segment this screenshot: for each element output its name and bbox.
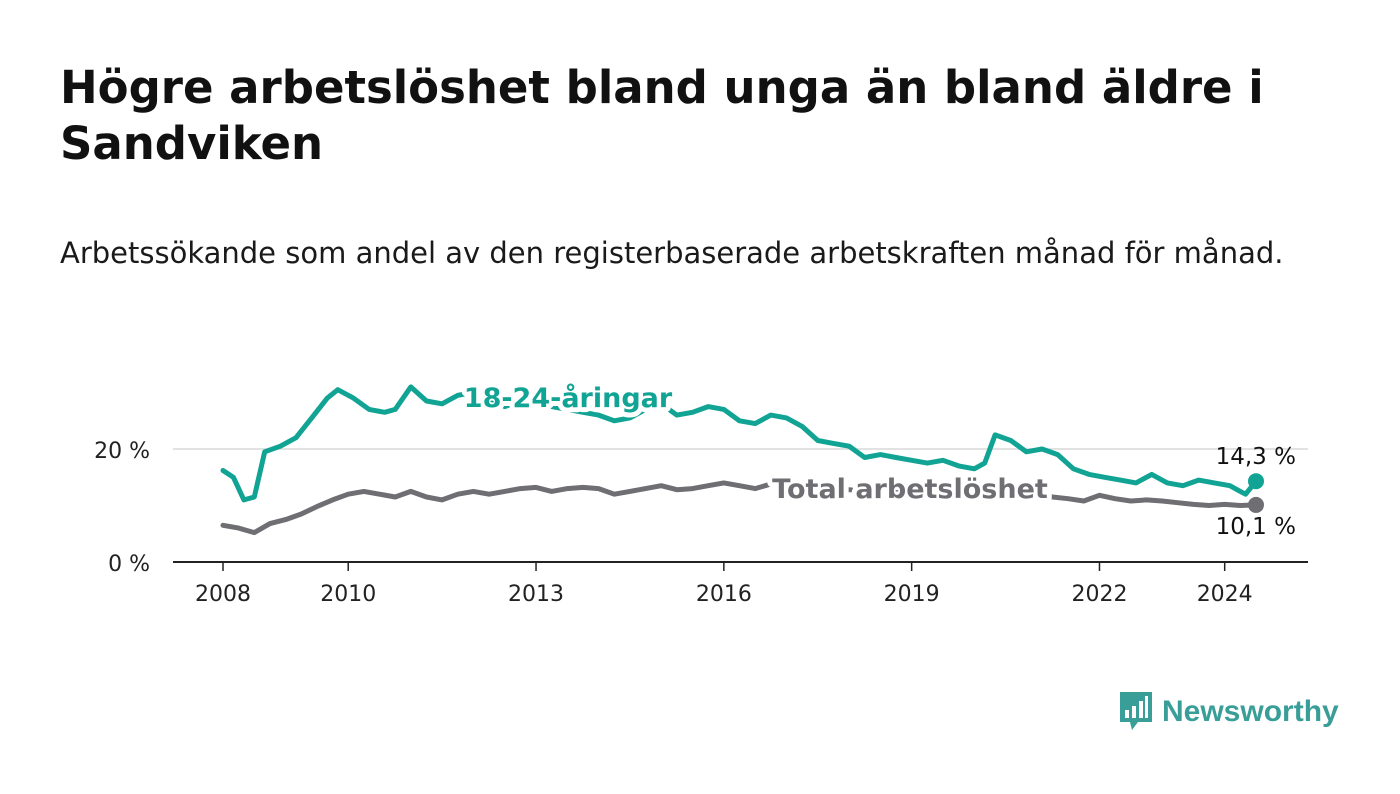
newsworthy-logo-icon <box>1120 692 1152 730</box>
series-name-label: Total arbetslöshet <box>772 474 1048 505</box>
series-name-label: 18-24-åringar <box>464 382 673 414</box>
series-name-halo: Total arbetslöshet <box>772 474 1048 505</box>
x-tick-label: 2013 <box>508 582 564 607</box>
x-tick-label: 2016 <box>696 582 752 607</box>
series-end-value-1: 10,1 % <box>1216 514 1296 540</box>
series-line-1 <box>220 480 1259 536</box>
x-tick-label: 2022 <box>1071 582 1127 607</box>
series-name-halo: 18-24-åringar <box>464 382 673 414</box>
series-end-marker-0 <box>1248 473 1264 490</box>
x-tick-label: 2019 <box>884 582 940 607</box>
y-tick-label: 0 % <box>108 552 150 577</box>
y-tick-label: 20 % <box>94 439 150 464</box>
x-tick-label: 2010 <box>320 582 376 607</box>
series-end-marker-1 <box>1248 496 1264 513</box>
chart-subtitle: Arbetssökande som andel av den registerb… <box>60 236 1284 270</box>
x-tick-label: 2008 <box>195 582 251 607</box>
brand-logo: Newsworthy <box>1118 690 1339 734</box>
series-line-0 <box>220 384 1259 503</box>
chart-title: Högre arbetslöshet bland unga än bland ä… <box>60 61 1264 170</box>
x-tick-label: 2024 <box>1197 582 1253 607</box>
series-end-value-0: 14,3 % <box>1216 444 1296 470</box>
brand-name: Newsworthy <box>1162 695 1339 728</box>
